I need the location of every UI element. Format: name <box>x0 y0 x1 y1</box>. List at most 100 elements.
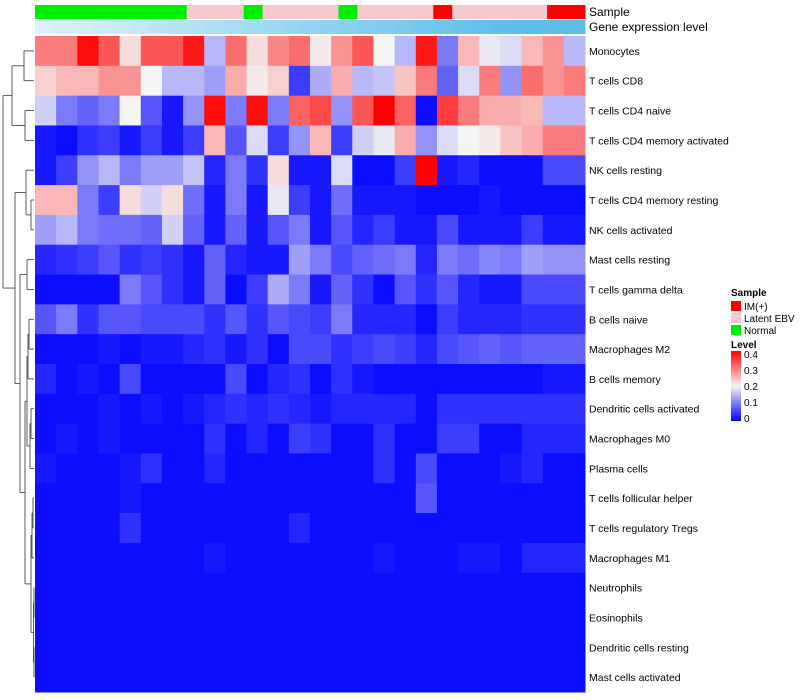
heatmap-cell <box>77 304 99 335</box>
heatmap-cell <box>225 185 248 216</box>
heatmap-cell <box>56 542 78 574</box>
heatmap-cell <box>140 542 163 574</box>
sample-legend-swatch <box>731 325 741 335</box>
heatmap-cell <box>415 274 438 305</box>
heatmap-cell <box>183 155 205 186</box>
sample-annotation-cell <box>91 5 112 19</box>
level-legend-title: Level <box>731 340 757 351</box>
gene-level-annotation-cell <box>186 20 207 34</box>
heatmap-cell <box>183 423 205 454</box>
heatmap-cell <box>161 304 184 335</box>
heatmap-cell <box>119 244 142 276</box>
heatmap-cell <box>479 36 501 67</box>
heatmap-cell <box>563 364 586 395</box>
heatmap-cell <box>35 423 57 454</box>
heatmap-cell <box>288 364 311 395</box>
heatmap-cell <box>415 572 438 604</box>
heatmap-cell <box>415 632 438 663</box>
heatmap-cell <box>415 125 438 156</box>
heatmap-cell <box>56 125 78 156</box>
heatmap-cell <box>542 36 565 67</box>
heatmap-cell <box>267 662 290 693</box>
heatmap-cell <box>458 602 480 633</box>
heatmap-cell <box>56 632 78 663</box>
heatmap-cell <box>161 632 184 663</box>
heatmap-cell <box>563 274 586 305</box>
heatmap-cell <box>140 334 163 365</box>
heatmap-cell <box>267 513 290 544</box>
heatmap-cell <box>415 95 438 126</box>
heatmap-cell <box>183 483 205 514</box>
heatmap-cell <box>458 572 480 604</box>
heatmap-cell <box>98 453 121 484</box>
heatmap-cell <box>161 155 184 186</box>
heatmap-cell <box>394 214 417 246</box>
heatmap-cell <box>563 36 586 67</box>
heatmap-cell <box>161 662 184 693</box>
heatmap-cell <box>204 453 226 484</box>
heatmap-cell <box>394 393 417 425</box>
row-label: NK cells activated <box>589 225 673 237</box>
heatmap-cell <box>288 65 311 97</box>
sample-annotation-cell <box>528 5 548 19</box>
heatmap-cell <box>352 185 374 216</box>
heatmap-cell <box>183 214 205 246</box>
heatmap-cell <box>246 393 269 425</box>
heatmap-cell <box>56 334 78 365</box>
heatmap-cell <box>458 36 480 67</box>
heatmap-cell <box>394 483 417 514</box>
heatmap-cell <box>225 572 248 604</box>
heatmap-cell <box>77 274 99 305</box>
heatmap-cell <box>140 185 163 216</box>
heatmap-cell <box>119 423 142 454</box>
heatmap-cell <box>479 572 501 604</box>
heatmap-cell <box>56 36 78 67</box>
heatmap-cell <box>500 36 523 67</box>
row-label: T cells follicular helper <box>589 493 693 505</box>
heatmap-cell <box>352 95 374 126</box>
heatmap-cell <box>119 572 142 604</box>
heatmap-cell <box>267 155 290 186</box>
heatmap-cell <box>310 662 332 693</box>
heatmap-cell <box>458 125 480 156</box>
heatmap-cell <box>225 274 248 305</box>
heatmap-cell <box>542 453 565 484</box>
heatmap-cell <box>267 393 290 425</box>
heatmap-cell <box>331 483 353 514</box>
heatmap-cell <box>246 572 269 604</box>
heatmap-cell <box>415 36 438 67</box>
heatmap-cell <box>331 65 353 97</box>
heatmap-cell <box>458 95 480 126</box>
heatmap-cell <box>310 214 332 246</box>
heatmap-cell <box>225 662 248 693</box>
heatmap-cell <box>436 542 459 574</box>
heatmap-cell <box>161 214 184 246</box>
heatmap-cell <box>458 483 480 514</box>
heatmap-cell <box>225 513 248 544</box>
heatmap-cell <box>56 155 78 186</box>
heatmap-cell <box>35 453 57 484</box>
heatmap-cell <box>563 632 586 663</box>
gene-level-annotation-cell <box>110 20 131 34</box>
heatmap-cell <box>458 304 480 335</box>
heatmap-cell <box>521 65 544 97</box>
heatmap-cell <box>331 185 353 216</box>
heatmap-cell <box>56 304 78 335</box>
heatmap-cell <box>161 453 184 484</box>
heatmap-cell <box>373 214 396 246</box>
heatmap-cell <box>352 572 374 604</box>
heatmap-cell <box>35 364 57 395</box>
heatmap-cell <box>352 244 374 276</box>
heatmap-cell <box>521 155 544 186</box>
heatmap-cell <box>542 65 565 97</box>
heatmap-cell <box>542 572 565 604</box>
heatmap-cell <box>394 244 417 276</box>
heatmap-cell <box>161 65 184 97</box>
heatmap-cell <box>563 65 586 97</box>
heatmap-cell <box>479 513 501 544</box>
heatmap-cell <box>331 602 353 633</box>
gene-level-annotation-cell <box>509 20 529 34</box>
heatmap-cell <box>35 632 57 663</box>
heatmap-cell <box>140 95 163 126</box>
heatmap-cell <box>35 662 57 693</box>
